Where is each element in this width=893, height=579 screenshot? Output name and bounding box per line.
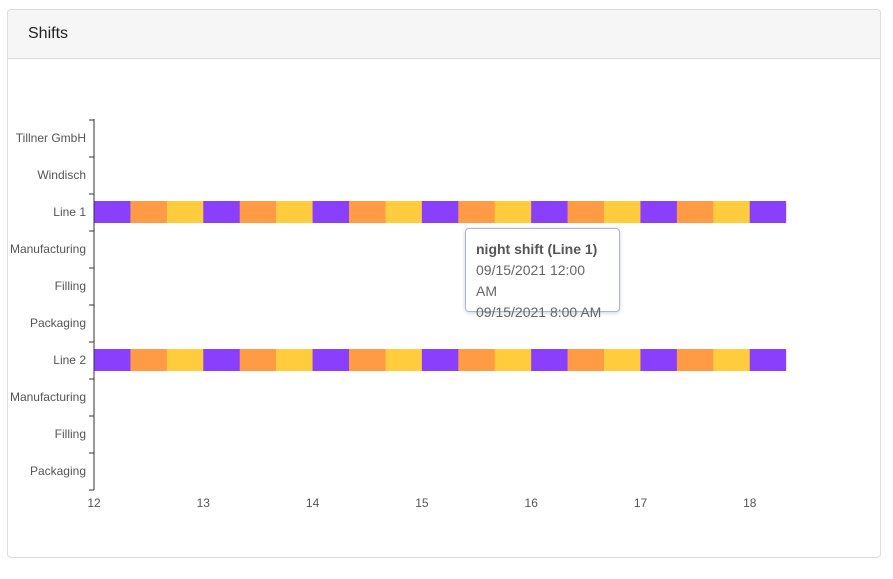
- y-tick-label: Tillner GmbH: [16, 131, 86, 145]
- shift-segment-early[interactable]: [349, 349, 386, 371]
- x-tick-label: 13: [197, 496, 211, 510]
- shift-segment-night[interactable]: [312, 349, 350, 371]
- shift-segment-early[interactable]: [130, 201, 168, 223]
- shift-segment-late[interactable]: [166, 349, 204, 371]
- x-tick-label: 17: [634, 496, 648, 510]
- shift-segment-night[interactable]: [203, 349, 241, 371]
- shift-segment-night[interactable]: [640, 201, 678, 223]
- y-tick-label: Windisch: [37, 168, 86, 182]
- x-tick-label: 16: [525, 496, 539, 510]
- shift-segment-late[interactable]: [604, 201, 641, 223]
- shift-segment-night[interactable]: [531, 201, 568, 223]
- shift-segment-late[interactable]: [276, 201, 313, 223]
- shift-segment-early[interactable]: [239, 349, 277, 371]
- y-tick-label: Manufacturing: [10, 242, 86, 256]
- shift-segment-early[interactable]: [567, 201, 605, 223]
- shift-segment-night[interactable]: [531, 349, 568, 371]
- tooltip-title: night shift (Line 1): [476, 241, 598, 257]
- shift-segment-night[interactable]: [421, 201, 459, 223]
- shifts-panel: Shifts: [7, 9, 881, 558]
- shift-segment-late[interactable]: [494, 349, 532, 371]
- shift-segment-early[interactable]: [458, 201, 496, 223]
- shift-segment-early[interactable]: [676, 201, 714, 223]
- shift-segment-early[interactable]: [239, 201, 277, 223]
- y-tick-label: Line 2: [53, 353, 86, 367]
- shift-tooltip: night shift (Line 1) 09/15/2021 12:00 AM…: [465, 228, 620, 320]
- x-tick-label: 15: [415, 496, 429, 510]
- y-tick-label: Manufacturing: [10, 390, 86, 404]
- shift-segment-late[interactable]: [166, 201, 204, 223]
- shift-segment-night[interactable]: [94, 349, 131, 371]
- tooltip-start: 09/15/2021 12:00 AM: [476, 262, 585, 299]
- y-tick-label: Packaging: [30, 316, 86, 330]
- shift-segment-late[interactable]: [494, 201, 532, 223]
- x-tick-label: 14: [306, 496, 320, 510]
- shift-segment-night[interactable]: [749, 349, 787, 371]
- shift-segment-late[interactable]: [604, 349, 641, 371]
- shift-segment-night[interactable]: [203, 201, 241, 223]
- shift-segment-night[interactable]: [94, 201, 131, 223]
- shift-segment-night[interactable]: [640, 349, 678, 371]
- panel-title: Shifts: [8, 10, 880, 59]
- x-tick-label: 18: [743, 496, 757, 510]
- bars-layer: [94, 201, 787, 371]
- shift-segment-early[interactable]: [676, 349, 714, 371]
- tooltip-end: 09/15/2021 8:00 AM: [476, 304, 602, 320]
- shift-segment-night[interactable]: [421, 349, 459, 371]
- y-tick-label: Packaging: [30, 464, 86, 478]
- y-tick-label: Filling: [55, 279, 86, 293]
- shift-segment-early[interactable]: [567, 349, 605, 371]
- shift-segment-late[interactable]: [385, 349, 423, 371]
- shift-segment-early[interactable]: [458, 349, 496, 371]
- x-tick-label: 12: [87, 496, 101, 510]
- y-tick-label: Filling: [55, 427, 86, 441]
- shift-segment-late[interactable]: [385, 201, 423, 223]
- shift-segment-late[interactable]: [276, 349, 313, 371]
- y-tick-label: Line 1: [53, 205, 86, 219]
- shift-segment-late[interactable]: [713, 201, 751, 223]
- shift-segment-early[interactable]: [349, 201, 386, 223]
- shift-segment-late[interactable]: [713, 349, 751, 371]
- shift-segment-night[interactable]: [312, 201, 350, 223]
- shift-segment-early[interactable]: [130, 349, 168, 371]
- shift-segment-night[interactable]: [749, 201, 787, 223]
- axes-layer: Tillner GmbH Windisch Line 1 Manufacturing F…: [10, 119, 757, 510]
